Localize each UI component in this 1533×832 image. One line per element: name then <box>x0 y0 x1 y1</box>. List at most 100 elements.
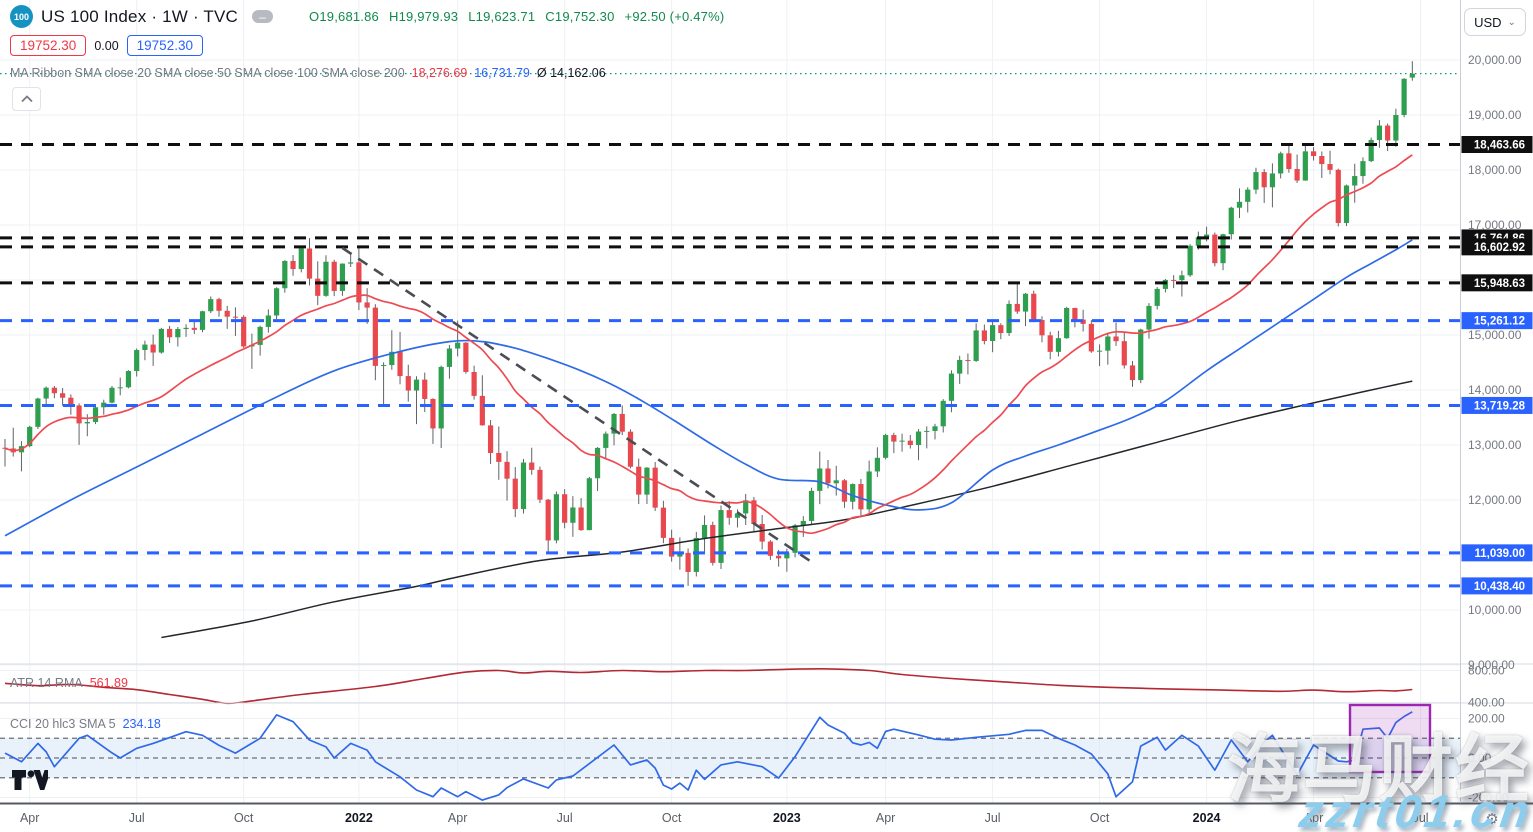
candle <box>1343 185 1350 223</box>
candle <box>1179 275 1185 281</box>
candle <box>1096 350 1103 352</box>
cci-legend[interactable]: CCI 20 hlc3 SMA 5 234.18 <box>10 717 161 731</box>
candle <box>1236 201 1243 208</box>
price-level-lines[interactable] <box>0 142 1461 588</box>
chevron-up-icon <box>20 95 33 103</box>
svg-text:13,000.00: 13,000.00 <box>1468 438 1522 452</box>
candle <box>1064 307 1070 339</box>
svg-text:14,000.00: 14,000.00 <box>1468 383 1522 397</box>
candle <box>479 395 485 426</box>
candle <box>1294 169 1300 181</box>
candle <box>1072 307 1078 320</box>
time-tick-label: Oct <box>234 811 254 825</box>
level-price-label[interactable]: 16,602.92 <box>1461 238 1533 256</box>
svg-text:16,602.92: 16,602.92 <box>1474 242 1525 254</box>
candle <box>627 431 634 467</box>
ohlc-low: L19,623.71 <box>468 9 536 24</box>
cci-line <box>4 711 1413 801</box>
axis-settings-button[interactable]: ⚙ <box>1481 809 1503 829</box>
candle <box>339 263 346 291</box>
candle <box>504 461 510 479</box>
candle <box>932 426 938 431</box>
candle <box>142 344 148 351</box>
candle <box>323 261 329 296</box>
level-price-label[interactable]: 11,039.00 <box>1461 544 1533 562</box>
level-price-label[interactable]: 13,719.28 <box>1461 396 1533 414</box>
candle <box>175 329 181 338</box>
candle <box>1154 288 1160 306</box>
level-price-label[interactable]: 15,261.12 <box>1461 312 1533 330</box>
ma-ribbon-legend[interactable]: MA Ribbon SMA close 20 SMA close 50 SMA … <box>10 66 606 80</box>
currency-selector[interactable]: USD ⌄ <box>1464 8 1526 36</box>
level-price-label[interactable]: 15,948.63 <box>1461 274 1533 292</box>
level-price-label[interactable]: 10,438.40 <box>1461 577 1533 595</box>
candle <box>734 513 741 518</box>
gear-icon: ⚙ <box>1485 811 1499 828</box>
candle <box>817 468 823 491</box>
candle <box>1302 151 1308 181</box>
candle <box>685 552 691 572</box>
svg-text:200.00: 200.00 <box>1468 712 1505 726</box>
time-tick-label: Apr <box>448 811 467 825</box>
candle <box>84 422 90 424</box>
sell-price-button[interactable]: 19752.30 <box>10 35 87 56</box>
candle <box>496 452 502 462</box>
candle <box>257 326 263 345</box>
candle <box>553 494 560 541</box>
candle <box>611 413 617 434</box>
buy-price-button[interactable]: 19752.30 <box>126 35 203 56</box>
candle <box>537 469 543 500</box>
candle <box>767 541 773 556</box>
candle <box>759 524 765 542</box>
candle <box>92 407 99 423</box>
candle <box>850 484 856 502</box>
candle <box>331 261 337 291</box>
candle <box>644 467 650 495</box>
tradingview-logo[interactable] <box>12 770 51 795</box>
level-price-label[interactable]: 18,463.66 <box>1461 135 1533 153</box>
candle <box>891 435 897 442</box>
time-tick-label: 2024 <box>1193 811 1221 825</box>
candle <box>191 327 197 330</box>
candle <box>751 500 757 525</box>
candle <box>405 376 411 391</box>
candle <box>1376 125 1383 140</box>
candle <box>43 387 49 399</box>
atr-legend[interactable]: ATR 14 RMA 561.89 <box>10 676 128 690</box>
candle <box>35 398 41 427</box>
candle <box>1401 78 1407 115</box>
candle <box>578 507 584 531</box>
symbol-logo[interactable]: 100 <box>10 5 33 28</box>
time-axis[interactable]: Apr Jul Oct 2022 Apr Jul Oct 2023 Apr Jul Oct 2024 A… <box>20 811 1429 825</box>
candle <box>117 387 123 389</box>
candle <box>1327 164 1333 170</box>
cci-value: 234.18 <box>122 717 161 731</box>
svg-text:15,000.00: 15,000.00 <box>1468 328 1522 342</box>
candle <box>430 398 436 429</box>
sma200-line <box>161 380 1413 639</box>
candle <box>586 478 592 531</box>
candle <box>158 328 164 353</box>
candle <box>981 330 987 341</box>
candle <box>199 311 206 330</box>
candle <box>1385 125 1391 141</box>
quote-buttons: 19752.30 0.00 19752.30 <box>10 35 203 56</box>
price-axis[interactable]: 20,000.00 19,000.00 18,000.00 17,000.00 15,0… <box>1461 53 1533 805</box>
candle <box>265 315 271 327</box>
candle <box>51 387 57 394</box>
candle <box>866 471 872 510</box>
candle <box>726 510 732 518</box>
candle <box>413 379 420 391</box>
candle <box>438 366 444 429</box>
candle <box>907 440 913 445</box>
candle <box>1360 161 1366 177</box>
symbol-title[interactable]: US 100 Index · 1W · TVC <box>41 6 239 26</box>
candle <box>1138 329 1144 381</box>
candle <box>1022 293 1029 312</box>
collapse-legend-button[interactable] <box>12 87 41 111</box>
highlight-annotation-box[interactable] <box>1348 703 1432 774</box>
hide-indicator-icon[interactable]: – <box>252 10 274 23</box>
time-tick-label: 2022 <box>345 811 373 825</box>
candle <box>397 351 403 377</box>
